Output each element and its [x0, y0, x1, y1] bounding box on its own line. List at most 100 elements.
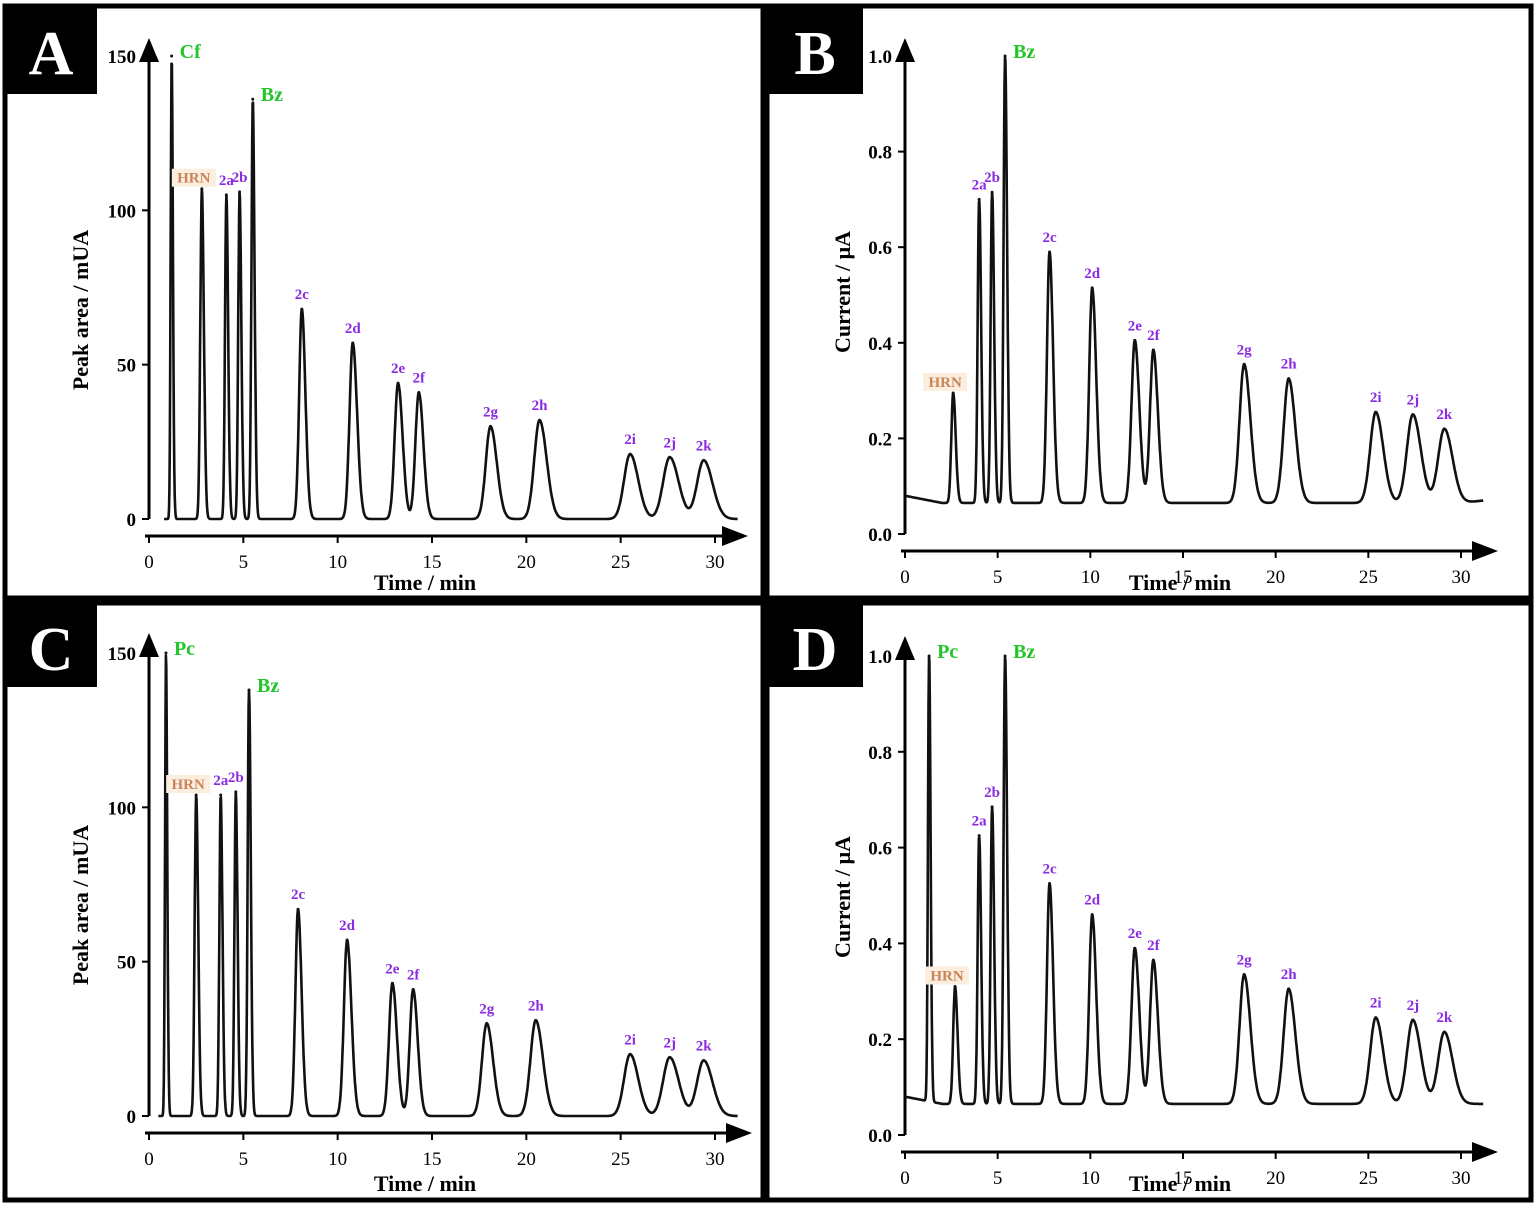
- panel-b-peak-2g: [1242, 362, 1246, 366]
- panel-d-peak-bz: [1003, 654, 1007, 658]
- panel-d-x-tick-label: 30: [1452, 1168, 1471, 1189]
- panel-c-peak-2b: [234, 790, 238, 794]
- panel-c-peak-2a: [219, 793, 223, 797]
- panel-a-y-axis-label: Peak area / mUA: [68, 230, 93, 390]
- panel-b-peak-2i: [1374, 410, 1378, 414]
- panel-a-peak-label-2j: 2j: [663, 435, 676, 451]
- panel-b-x-tick-label: 30: [1452, 567, 1471, 588]
- panel-c-x-tick-label: 15: [423, 1149, 442, 1170]
- panel-b-x-axis-arrow: [1472, 541, 1498, 561]
- panel-d-peak-2e: [1133, 946, 1137, 950]
- panel-a-peak-2b: [238, 190, 242, 194]
- panel-b-peak-2h: [1287, 377, 1291, 381]
- panel-b-y-tick-label: 0.8: [868, 143, 892, 164]
- panel-b-y-tick-label: 1.0: [868, 47, 892, 68]
- panel-d-peak-label-2a: 2a: [972, 814, 988, 830]
- panel-a-peak-2h: [538, 418, 542, 422]
- panel-a-y-tick-label: 50: [117, 356, 136, 377]
- panel-c-x-tick-label: 0: [144, 1149, 154, 1170]
- panel-d-label-bg-hrn: [925, 966, 970, 985]
- panel-b-peak-bz: [1003, 54, 1007, 58]
- panel-a-x-axis-label: Time / min: [374, 570, 476, 595]
- panel-c-peak-label-2j: 2j: [663, 1035, 676, 1051]
- panel-a-peak-label-2f: 2f: [413, 370, 427, 386]
- panel-d-peak-2a: [977, 834, 981, 838]
- panel-a-peak-label-2k: 2k: [696, 438, 713, 454]
- panel-a-badge: [5, 6, 97, 94]
- panel-c-peak-label-2c: 2c: [291, 887, 306, 903]
- panel-d: D Current / μA Time / min 0 5 10 15 20 25 30 0.…: [764, 600, 1534, 1203]
- panel-b-x-tick-label: 20: [1266, 567, 1285, 588]
- panel-c-peak-label-2g: 2g: [479, 1001, 495, 1017]
- panel-b-x-tick-label: 0: [900, 567, 910, 588]
- panel-c-x-axis-label: Time / min: [374, 1171, 476, 1196]
- panel-c-y-tick-label: 0: [127, 1107, 137, 1128]
- panel-a-x-tick-label: 20: [517, 552, 536, 573]
- panel-d-frame: [764, 600, 1534, 1203]
- panel-c-x-axis-arrow: [726, 1123, 752, 1143]
- panel-c-x-tick-label: 5: [239, 1149, 249, 1170]
- panel-c-peak-label-2h: 2h: [528, 998, 545, 1014]
- panel-d-y-tick-label: 0.8: [868, 743, 892, 764]
- panel-d-peak-label-2f: 2f: [1147, 938, 1161, 954]
- panel-c-peak-2g: [485, 1021, 489, 1025]
- panel-d-peak-2j: [1411, 1018, 1415, 1022]
- panel-b-peak-label-2i: 2i: [1370, 390, 1382, 406]
- panel-d-peak-label-2d: 2d: [1084, 893, 1101, 909]
- panel-c-peak-label-2i: 2i: [624, 1032, 636, 1048]
- panel-d-peak-2b: [990, 805, 994, 809]
- panel-c-peak-label-hrn: HRN: [171, 777, 205, 793]
- panel-a-peak-hrn: [200, 187, 204, 191]
- panel-a-peak-label-2e: 2e: [391, 361, 406, 377]
- panel-b-peak-label-2g: 2g: [1237, 342, 1253, 358]
- panel-a-peak-2i: [628, 452, 632, 456]
- panel-c-badge: [5, 603, 97, 687]
- panel-c-y-axis-arrow: [139, 633, 159, 657]
- panel-b-frame: [764, 3, 1534, 601]
- panel-b-y-tick-label: 0.6: [868, 238, 892, 259]
- panel-d-x-axis-arrow: [1472, 1142, 1498, 1162]
- panel-a-peak-2g: [488, 424, 492, 428]
- panel-d-y-tick-label: 0.4: [868, 934, 892, 955]
- panel-d-peak-label-2e: 2e: [1128, 926, 1143, 942]
- panel-d-peak-label-pc: Pc: [937, 641, 958, 663]
- panel-c-peak-label-2d: 2d: [339, 918, 356, 934]
- panel-d-y-tick-label: 0.6: [868, 839, 892, 860]
- panel-d-trace: [904, 655, 1485, 1106]
- panel-a-peak-2e: [396, 381, 400, 385]
- panel-d-peak-2g: [1242, 973, 1246, 977]
- panel-b-peak-label-2d: 2d: [1084, 266, 1101, 282]
- panel-b-x-tick-label: 25: [1359, 567, 1378, 588]
- panel-b-x-tick-label: 10: [1081, 567, 1100, 588]
- panel-d-x-tick-label: 25: [1359, 1168, 1378, 1189]
- panel-b-peak-label-2k: 2k: [1436, 407, 1453, 423]
- panel-a-y-tick-label: 150: [108, 47, 137, 68]
- panel-c-x-tick-label: 25: [611, 1149, 630, 1170]
- panel-a-peak-label-2g: 2g: [483, 404, 499, 420]
- panel-b-y-tick-label: 0.0: [868, 525, 892, 546]
- panel-b-peak-2b: [990, 190, 994, 194]
- panel-d-peak-label-hrn: HRN: [930, 969, 964, 985]
- panel-c-peak-bz: [247, 688, 251, 692]
- panel-c-x-tick-label: 10: [328, 1149, 347, 1170]
- panel-a-x-axis-arrow: [722, 526, 748, 546]
- panel-d-peak-label-2g: 2g: [1237, 953, 1253, 969]
- panel-a-peak-2j: [668, 455, 672, 459]
- panel-d-peak-2c: [1048, 882, 1052, 886]
- panel-b-label-bg-hrn: [923, 372, 968, 391]
- panel-a-y-tick-label: 0: [127, 510, 137, 531]
- panel-d-peak-hrn: [953, 985, 957, 989]
- panel-a-x-tick-label: 30: [706, 552, 725, 573]
- panel-b-peak-label-bz: Bz: [1013, 41, 1035, 63]
- panel-a-peak-label-2h: 2h: [532, 398, 549, 414]
- panel-a-peak-label-bz: Bz: [261, 84, 283, 106]
- panel-b-x-tick-label: 15: [1174, 567, 1193, 588]
- panel-a-peak-label-hrn: HRN: [177, 171, 211, 187]
- panel-c-peak-hrn: [194, 793, 198, 797]
- panel-d-peak-2d: [1090, 913, 1094, 917]
- panel-c-x-tick-label: 20: [517, 1149, 536, 1170]
- panel-b-peak-2j: [1411, 413, 1415, 416]
- panel-d-peak-label-2c: 2c: [1042, 862, 1057, 878]
